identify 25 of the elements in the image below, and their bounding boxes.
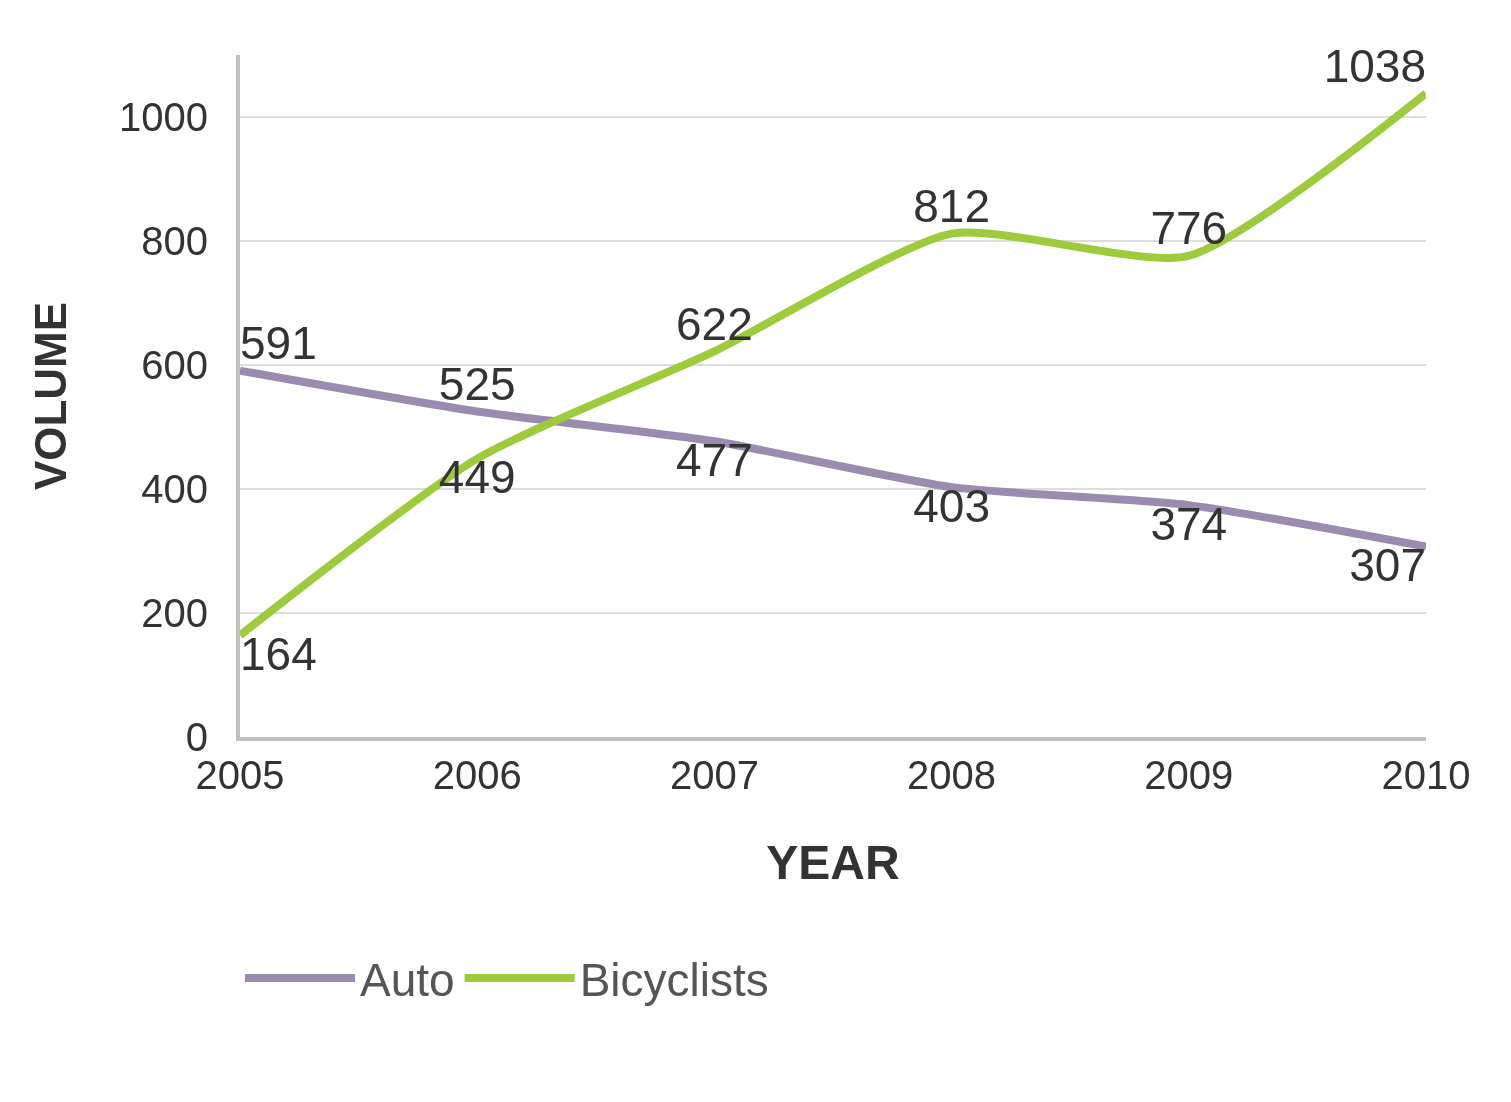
data-label: 776	[1150, 202, 1228, 255]
data-label: 307	[1349, 539, 1426, 592]
x-axis-title: YEAR	[766, 835, 900, 889]
data-label: 812	[913, 180, 990, 233]
legend-label: Bicyclists	[579, 953, 769, 1006]
data-label: 164	[240, 627, 317, 680]
data-label: 525	[438, 358, 516, 410]
x-tick-label: 2008	[907, 753, 997, 797]
y-tick-label: 800	[141, 219, 208, 263]
x-tick-label: 2007	[669, 753, 759, 797]
x-tick-label: 2006	[432, 753, 522, 797]
data-label: 403	[913, 479, 990, 532]
y-tick-label: 200	[141, 591, 208, 635]
data-label: 477	[676, 433, 753, 486]
data-label: 1038	[1323, 39, 1426, 92]
y-tick-label: 400	[141, 467, 208, 511]
y-tick-label: 1000	[119, 95, 208, 139]
data-label: 591	[240, 317, 317, 370]
x-tick-label: 2009	[1144, 753, 1234, 797]
data-label: 622	[676, 297, 753, 350]
data-label: 374	[1150, 497, 1228, 550]
x-tick-label: 2010	[1381, 753, 1471, 797]
y-tick-label: 600	[141, 343, 208, 387]
legend-label: Auto	[360, 953, 455, 1006]
y-axis-title: VOLUME	[25, 301, 75, 491]
